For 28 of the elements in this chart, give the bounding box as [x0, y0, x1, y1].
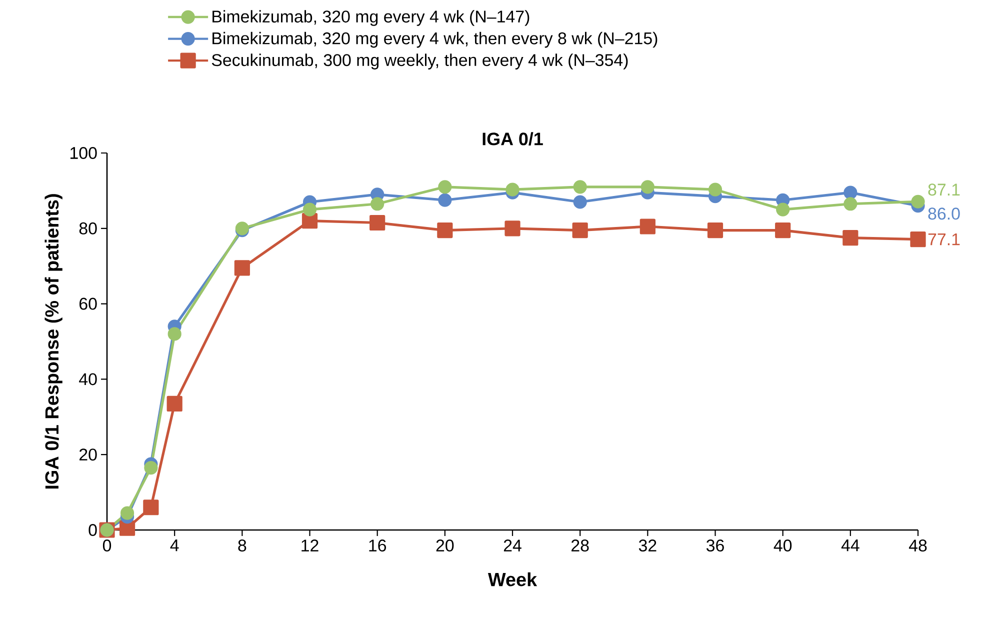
x-tick-label: 8 — [238, 540, 246, 552]
legend-label: Bimekizumab, 320 mg every 4 wk, then every 8 wk (N–215) — [212, 32, 658, 48]
x-tick-label: 20 — [436, 540, 454, 552]
data-label: 77.1 — [928, 234, 960, 246]
x-axis-title: Week — [488, 572, 538, 586]
x-tick-label: 40 — [774, 540, 792, 552]
x-tick-label: 48 — [908, 540, 927, 552]
x-tick-label: 4 — [170, 540, 179, 552]
y-tick-label: 100 — [70, 146, 97, 159]
y-axis-title: IGA 0/1 Response (% of patients) — [44, 194, 62, 489]
data-label: 86.0 — [928, 208, 960, 220]
y-tick-label: 20 — [80, 448, 97, 461]
x-tick-label: 0 — [102, 540, 112, 552]
x-tick-label: 44 — [841, 540, 860, 552]
y-tick-label: 0 — [88, 524, 97, 536]
x-tick-label: 36 — [706, 540, 724, 552]
x-tick-label: 16 — [369, 540, 386, 552]
y-tick-label: 60 — [80, 298, 97, 310]
x-tick-label: 12 — [302, 540, 318, 552]
y-tick-label: 40 — [79, 373, 97, 386]
data-label: 87.1 — [928, 184, 960, 196]
x-tick-label: 32 — [638, 540, 656, 552]
legend-label: Secukinumab, 300 mg weekly, then every 4 wk (N–354) — [212, 54, 628, 70]
legend-label: Bimekizumab, 320 mg every 4 wk (N–147) — [212, 10, 530, 26]
chart-title: IGA 0/1 — [482, 132, 543, 146]
x-tick-label: 28 — [572, 540, 589, 552]
y-tick-label: 80 — [79, 222, 97, 234]
x-tick-label: 24 — [504, 540, 522, 552]
